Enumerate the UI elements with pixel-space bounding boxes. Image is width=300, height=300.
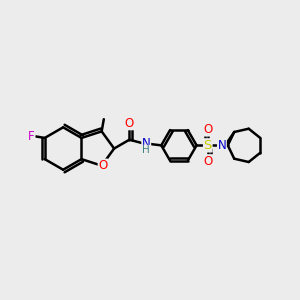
Text: N: N xyxy=(142,137,151,150)
Text: H: H xyxy=(142,146,150,155)
Text: O: O xyxy=(203,155,212,168)
Text: F: F xyxy=(28,130,35,143)
Text: O: O xyxy=(98,159,107,172)
Text: O: O xyxy=(125,117,134,130)
Text: O: O xyxy=(203,123,212,136)
Text: S: S xyxy=(204,139,212,152)
Text: N: N xyxy=(218,139,226,152)
